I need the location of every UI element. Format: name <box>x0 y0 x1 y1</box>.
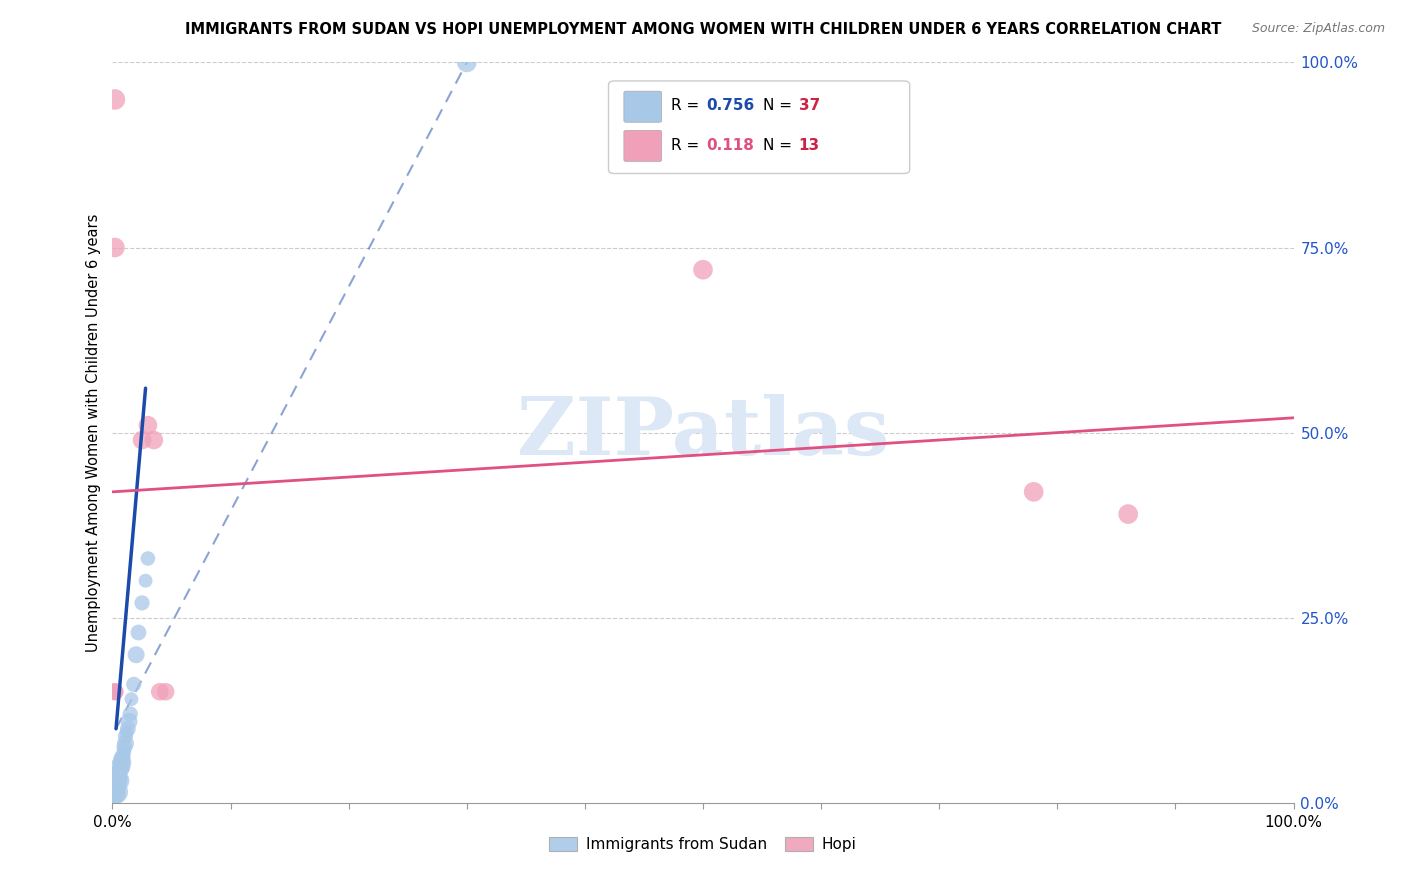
Point <box>111 755 134 769</box>
Point <box>692 262 714 277</box>
Text: N =: N = <box>763 98 797 113</box>
Point <box>120 692 142 706</box>
Point <box>104 685 127 699</box>
Point <box>104 792 127 806</box>
Y-axis label: Unemployment Among Women with Children Under 6 years: Unemployment Among Women with Children U… <box>86 213 101 652</box>
Point <box>114 737 136 751</box>
Point <box>104 789 127 803</box>
Point <box>117 722 139 736</box>
Point <box>136 551 159 566</box>
Point <box>104 92 127 106</box>
Point <box>114 729 136 743</box>
Point <box>105 787 128 801</box>
Point <box>104 240 127 255</box>
Legend: Immigrants from Sudan, Hopi: Immigrants from Sudan, Hopi <box>543 830 863 858</box>
Point <box>107 772 129 786</box>
Point <box>110 762 132 776</box>
Point <box>107 769 129 783</box>
Point <box>149 685 172 699</box>
Point <box>112 747 135 762</box>
Point <box>155 685 177 699</box>
Point <box>104 685 127 699</box>
Point <box>1116 507 1139 521</box>
Point <box>1022 484 1045 499</box>
Point <box>136 418 159 433</box>
Text: 0.118: 0.118 <box>707 137 755 153</box>
Point <box>125 648 148 662</box>
Point <box>105 785 128 799</box>
Text: N =: N = <box>763 137 797 153</box>
Text: 0.756: 0.756 <box>707 98 755 113</box>
Point <box>107 767 129 781</box>
Text: ZIPatlas: ZIPatlas <box>517 393 889 472</box>
Point <box>127 625 149 640</box>
Point <box>108 764 131 778</box>
Point <box>118 714 141 729</box>
Text: R =: R = <box>671 98 704 113</box>
Point <box>135 574 157 588</box>
Text: 13: 13 <box>799 137 820 153</box>
Text: 37: 37 <box>799 98 820 113</box>
FancyBboxPatch shape <box>624 91 662 122</box>
Point <box>110 758 132 772</box>
Point <box>112 740 135 755</box>
Point <box>105 780 128 795</box>
Point <box>105 777 128 791</box>
Point <box>105 780 128 794</box>
Text: IMMIGRANTS FROM SUDAN VS HOPI UNEMPLOYMENT AMONG WOMEN WITH CHILDREN UNDER 6 YEA: IMMIGRANTS FROM SUDAN VS HOPI UNEMPLOYME… <box>184 22 1222 37</box>
Text: Source: ZipAtlas.com: Source: ZipAtlas.com <box>1251 22 1385 36</box>
Point <box>111 751 134 765</box>
Point <box>105 775 128 789</box>
Point <box>142 433 165 447</box>
Point <box>104 789 127 804</box>
Point <box>131 596 153 610</box>
Point <box>108 766 131 780</box>
Point <box>105 782 128 797</box>
Point <box>115 725 138 739</box>
FancyBboxPatch shape <box>609 81 910 173</box>
FancyBboxPatch shape <box>624 130 662 161</box>
Point <box>456 55 478 70</box>
Point <box>122 677 145 691</box>
Point <box>112 744 135 758</box>
Point <box>107 773 129 788</box>
Text: R =: R = <box>671 137 709 153</box>
Point <box>104 685 127 699</box>
Point <box>120 706 142 721</box>
Point <box>131 433 153 447</box>
